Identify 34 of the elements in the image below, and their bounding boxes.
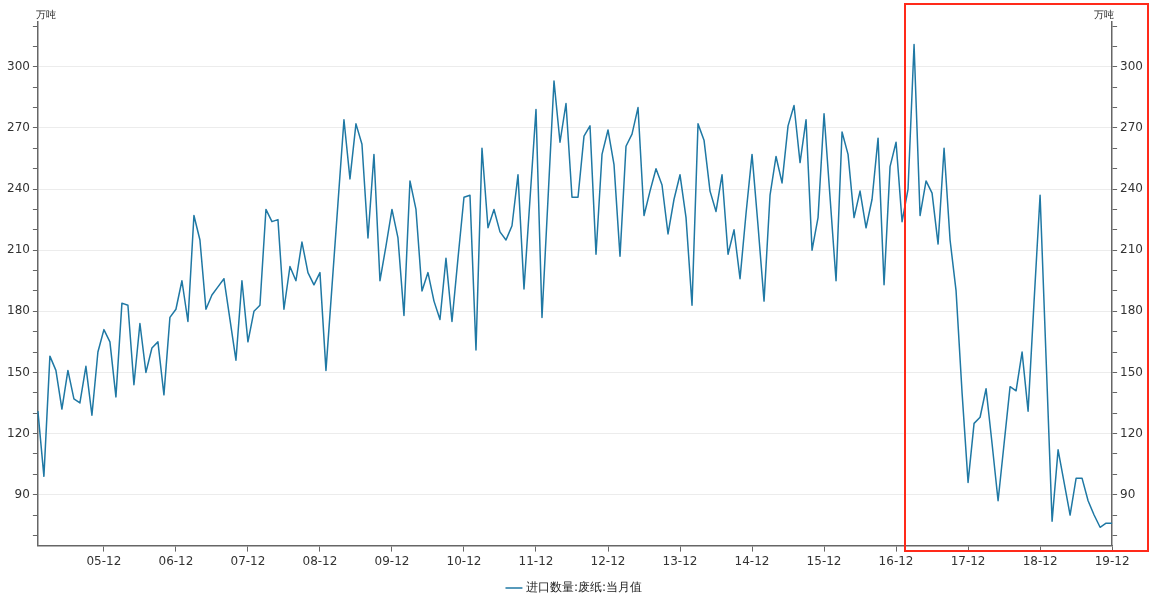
x-tick-label: 15-12 [806, 553, 842, 568]
x-tick-label: 10-12 [446, 553, 482, 568]
x-tick-label: 16-12 [878, 553, 914, 568]
y-tick-label: 240 [7, 181, 30, 196]
x-tick-label: 17-12 [950, 553, 986, 568]
x-tick-label: 19-12 [1094, 553, 1130, 568]
x-tick-label: 14-12 [734, 553, 770, 568]
y2-tick-label: 150 [1120, 364, 1143, 379]
x-tick-label: 11-12 [518, 553, 554, 568]
y-tick-label: 210 [7, 242, 30, 257]
y-tick-label: 120 [7, 425, 30, 440]
y-tick-label: 150 [7, 364, 30, 379]
y2-tick-label: 180 [1120, 303, 1143, 318]
x-tick-label: 08-12 [302, 553, 338, 568]
x-tick-label: 09-12 [374, 553, 410, 568]
x-tick-label: 13-12 [662, 553, 698, 568]
y-tick-label: 180 [7, 303, 30, 318]
y2-tick-label: 120 [1120, 425, 1143, 440]
x-tick-label: 18-12 [1022, 553, 1058, 568]
y2-tick-label: 90 [1120, 486, 1136, 501]
y2-tick-label: 270 [1120, 120, 1143, 135]
y2-tick-label: 210 [1120, 242, 1143, 257]
y-tick-label: 90 [14, 486, 30, 501]
y2-axis-title: 万吨 [1094, 8, 1115, 20]
y-axis-title: 万吨 [35, 8, 56, 20]
x-tick-label: 06-12 [158, 553, 194, 568]
legend-label: 进口数量:废纸:当月值 [525, 580, 643, 595]
y2-tick-label: 240 [1120, 181, 1143, 196]
y2-tick-label: 300 [1120, 58, 1143, 73]
x-tick-label: 12-12 [590, 553, 626, 568]
x-tick-label: 07-12 [230, 553, 266, 568]
y-tick-label: 300 [7, 58, 30, 73]
x-tick-label: 05-12 [86, 553, 122, 568]
y-tick-label: 270 [7, 120, 30, 135]
